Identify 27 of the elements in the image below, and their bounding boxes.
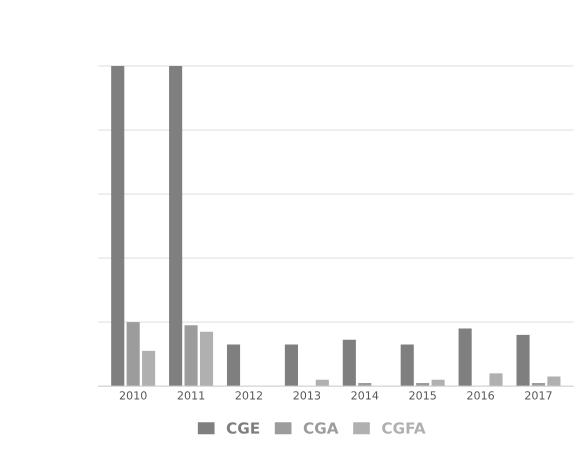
bar — [226, 344, 240, 386]
legend-label: CGFA — [382, 422, 426, 434]
bar — [184, 325, 198, 386]
bar — [516, 334, 530, 386]
x-tick-label: 2014 — [351, 391, 378, 400]
bar — [126, 322, 140, 386]
x-tick-label: 2013 — [294, 391, 320, 400]
bar — [400, 344, 414, 386]
x-tick-label: 2017 — [525, 391, 552, 400]
bar — [169, 66, 182, 386]
x-tick-label: 2010 — [120, 391, 147, 400]
bar — [142, 350, 156, 386]
bar — [489, 373, 503, 386]
legend-label: CGA — [304, 422, 339, 434]
bar — [432, 380, 445, 386]
bar — [342, 340, 356, 386]
x-tick-label: 2015 — [409, 391, 436, 400]
x-tick-label: 2012 — [236, 391, 262, 400]
bar — [200, 332, 214, 386]
bar — [284, 344, 298, 386]
legend-label: CGE — [226, 422, 260, 434]
bar — [111, 66, 124, 386]
bar — [316, 380, 329, 386]
bar — [458, 328, 472, 386]
x-tick-label: 2011 — [178, 391, 204, 400]
bar — [547, 376, 560, 386]
x-tick-label: 2016 — [467, 391, 494, 400]
